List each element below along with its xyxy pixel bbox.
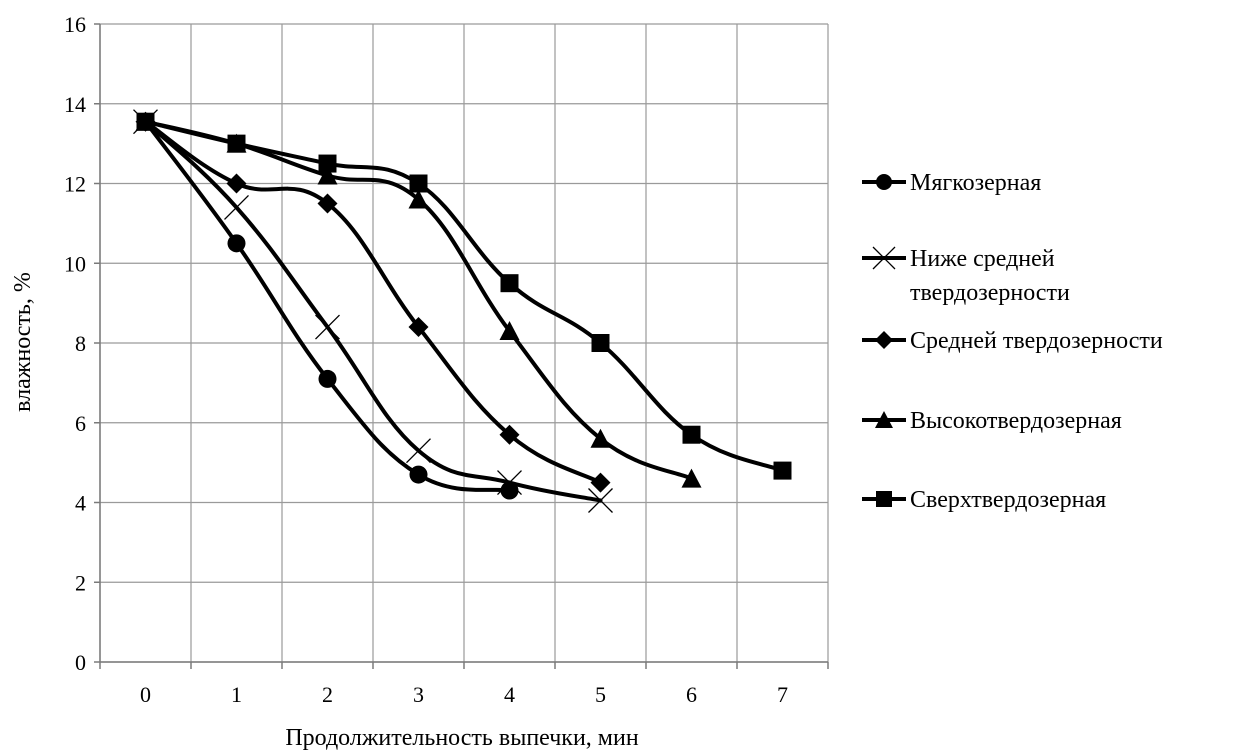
y-axis-title: влажность, % xyxy=(10,272,36,412)
series-line xyxy=(143,119,785,473)
y-tick-label: 4 xyxy=(75,491,86,516)
x-tick-label: 0 xyxy=(140,682,151,707)
data-point xyxy=(315,314,340,340)
data-point xyxy=(227,234,246,253)
legend-entry: Высокотвердозерная xyxy=(862,408,1122,434)
data-point xyxy=(499,424,520,445)
data-point xyxy=(408,317,429,338)
y-tick-label: 6 xyxy=(75,411,86,436)
legend-entry: Ниже средней твердозерности xyxy=(862,246,1070,306)
data-point xyxy=(136,112,155,131)
x-tick-label: 1 xyxy=(231,682,242,707)
x-axis-title: Продолжительность выпечки, мин xyxy=(285,725,638,751)
series-square xyxy=(136,112,792,480)
legend: Мягкозерная Ниже средней твердозерности Сре… xyxy=(862,170,1163,513)
legend-label-line: Ниже средней xyxy=(910,246,1055,272)
x-tick-label: 4 xyxy=(504,682,515,707)
data-point xyxy=(500,481,519,500)
series-triangle xyxy=(135,111,702,488)
legend-label: Сверхтвердозерная xyxy=(910,487,1106,513)
x-tick-label: 3 xyxy=(413,682,424,707)
data-point xyxy=(318,369,337,388)
y-tick-label: 10 xyxy=(64,251,86,276)
y-tick-label: 12 xyxy=(64,172,86,197)
data-point xyxy=(406,438,431,464)
legend-swatch-marker xyxy=(875,331,893,349)
data-point xyxy=(409,465,428,484)
legend-swatch-marker xyxy=(872,246,896,270)
legend-label-line: твердозерности xyxy=(910,280,1070,306)
x-marker-stroke xyxy=(588,488,613,513)
data-point xyxy=(773,461,792,480)
data-point xyxy=(499,321,520,341)
legend-swatch-marker xyxy=(876,491,892,507)
data-point xyxy=(227,134,246,153)
legend-label: Средней твердозерности xyxy=(910,328,1163,354)
legend-swatch-marker xyxy=(875,411,893,428)
data-point xyxy=(317,193,338,214)
legend-entry: Мягкозерная xyxy=(862,170,1041,196)
data-point xyxy=(588,488,613,513)
y-tick-label: 2 xyxy=(75,570,86,595)
data-point xyxy=(590,472,611,493)
legend-entry: Сверхтвердозерная xyxy=(862,487,1106,513)
x-marker-stroke xyxy=(406,438,431,464)
data-point xyxy=(226,173,247,194)
data-point xyxy=(500,274,519,293)
x-tick-label: 6 xyxy=(686,682,697,707)
y-tick-label: 0 xyxy=(75,650,86,675)
x-tick-label: 5 xyxy=(595,682,606,707)
legend-label: Высокотвердозерная xyxy=(910,408,1122,434)
data-point xyxy=(591,334,610,352)
legend-swatch-marker xyxy=(876,174,892,190)
legend-label: Ниже средней твердозерности xyxy=(910,246,1070,306)
data-point xyxy=(682,425,701,444)
y-tick-label: 8 xyxy=(75,331,86,356)
y-tick-label: 14 xyxy=(64,92,86,117)
legend-entry: Средней твердозерности xyxy=(862,328,1163,354)
data-point xyxy=(224,194,249,220)
data-point xyxy=(409,174,428,193)
series-line xyxy=(143,119,512,493)
data-point xyxy=(408,189,429,209)
data-point xyxy=(590,428,611,448)
data-point xyxy=(681,468,702,488)
x-tick-label: 7 xyxy=(777,682,788,707)
series-circle xyxy=(136,112,519,500)
series-diamond xyxy=(135,111,611,493)
x-marker-stroke xyxy=(315,314,340,340)
legend-label: Мягкозерная xyxy=(910,170,1041,196)
x-marker-stroke xyxy=(497,470,522,496)
plot-series xyxy=(133,109,792,513)
x-marker-stroke xyxy=(224,194,249,220)
y-tick-label: 16 xyxy=(64,12,86,37)
plot-grid xyxy=(99,23,829,663)
data-point xyxy=(317,165,338,185)
x-marker-stroke xyxy=(872,246,896,270)
data-point xyxy=(497,470,522,496)
x-tick-label: 2 xyxy=(322,682,333,707)
data-point xyxy=(318,154,337,173)
